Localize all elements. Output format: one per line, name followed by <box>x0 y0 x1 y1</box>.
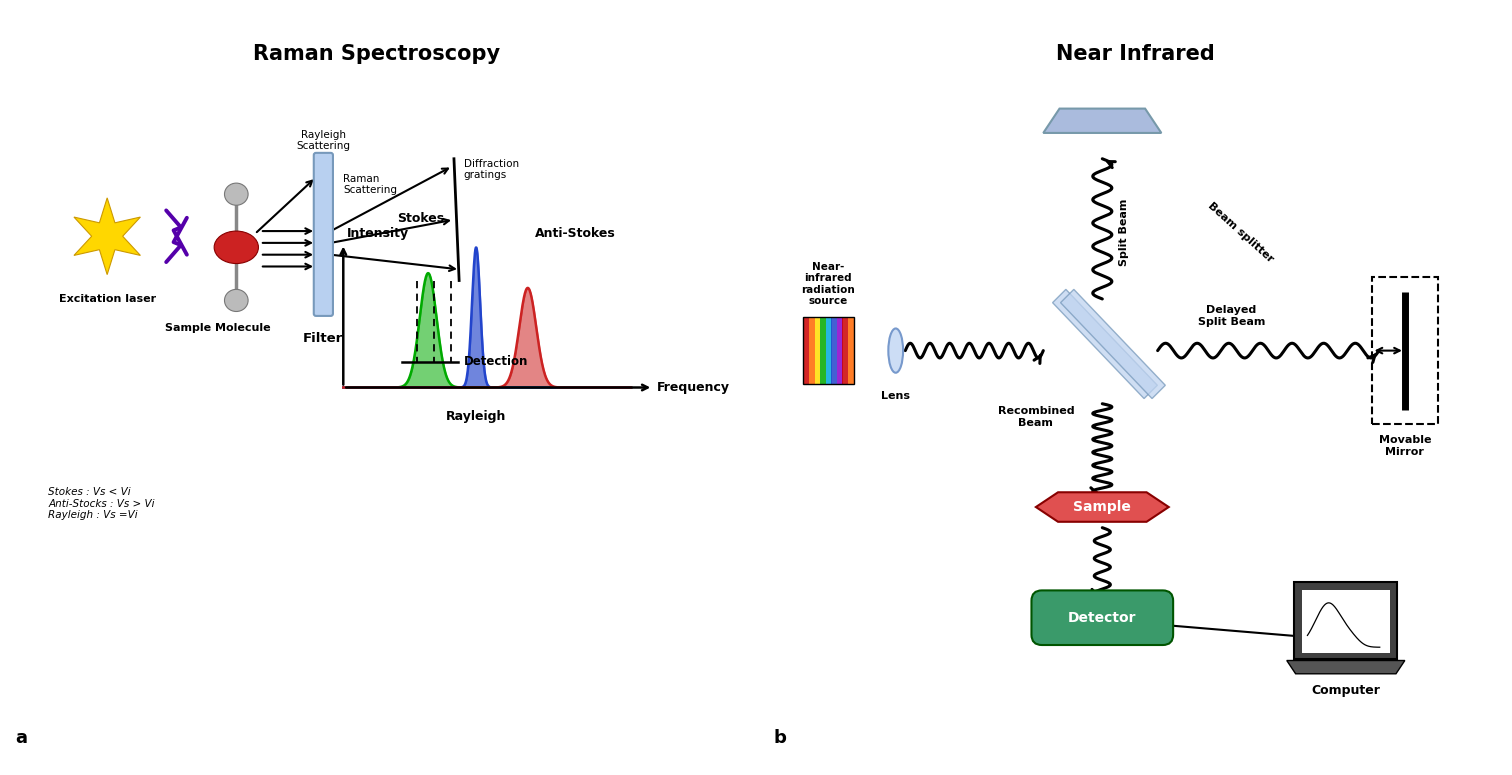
Ellipse shape <box>215 231 259 264</box>
Text: Beam splitter: Beam splitter <box>1205 201 1275 264</box>
Text: Lens: Lens <box>881 391 910 401</box>
Bar <box>803 318 809 384</box>
Text: Stokes : Vs < Vi
Anti-Stocks : Vs > Vi
Rayleigh : Vs =Vi: Stokes : Vs < Vi Anti-Stocks : Vs > Vi R… <box>48 487 154 520</box>
Text: Detector: Detector <box>1067 611 1137 625</box>
Bar <box>820 318 826 384</box>
Text: Raman Spectroscopy: Raman Spectroscopy <box>253 44 500 64</box>
Text: b: b <box>774 729 786 747</box>
Bar <box>1371 277 1438 425</box>
Text: Diffraction
gratings: Diffraction gratings <box>464 159 519 181</box>
FancyBboxPatch shape <box>314 153 333 316</box>
Text: Delayed
Split Beam: Delayed Split Beam <box>1198 305 1266 327</box>
Text: Recombined
Beam: Recombined Beam <box>998 406 1074 428</box>
Polygon shape <box>74 198 141 274</box>
Text: Excitation laser: Excitation laser <box>59 294 156 304</box>
Bar <box>842 318 848 384</box>
Text: Near Infrared: Near Infrared <box>1057 44 1214 64</box>
Text: Rayleigh
Scattering: Rayleigh Scattering <box>296 129 351 151</box>
Bar <box>815 318 821 384</box>
Text: Sample Molecule: Sample Molecule <box>165 322 271 332</box>
Text: Detection: Detection <box>464 355 528 368</box>
Polygon shape <box>1043 109 1161 133</box>
Bar <box>803 318 854 384</box>
Ellipse shape <box>224 183 248 205</box>
Text: Intensity: Intensity <box>346 227 410 240</box>
Text: Filter: Filter <box>304 332 343 345</box>
Text: Sample: Sample <box>1074 500 1131 514</box>
Ellipse shape <box>224 289 248 312</box>
Polygon shape <box>1060 289 1166 398</box>
Polygon shape <box>1052 289 1157 398</box>
Bar <box>1294 581 1397 659</box>
Polygon shape <box>1287 660 1405 673</box>
Bar <box>809 318 815 384</box>
Text: a: a <box>15 729 27 747</box>
Text: Rayleigh: Rayleigh <box>446 410 507 422</box>
Text: Frequency: Frequency <box>656 381 730 394</box>
Bar <box>826 318 832 384</box>
Text: Computer: Computer <box>1311 684 1380 698</box>
Text: Movable
Mirror: Movable Mirror <box>1379 436 1430 457</box>
FancyBboxPatch shape <box>1031 591 1173 645</box>
Bar <box>836 318 842 384</box>
Text: Anti-Stokes: Anti-Stokes <box>535 227 615 240</box>
Text: Raman
Scattering: Raman Scattering <box>343 174 398 195</box>
Ellipse shape <box>889 329 903 373</box>
Bar <box>832 318 838 384</box>
Text: Stokes: Stokes <box>398 212 445 226</box>
Text: Split Beam: Split Beam <box>1119 199 1128 267</box>
Bar <box>848 318 854 384</box>
Bar <box>1302 590 1390 653</box>
Text: Near-
infrared
radiation
source: Near- infrared radiation source <box>801 261 854 306</box>
Polygon shape <box>1036 492 1169 522</box>
